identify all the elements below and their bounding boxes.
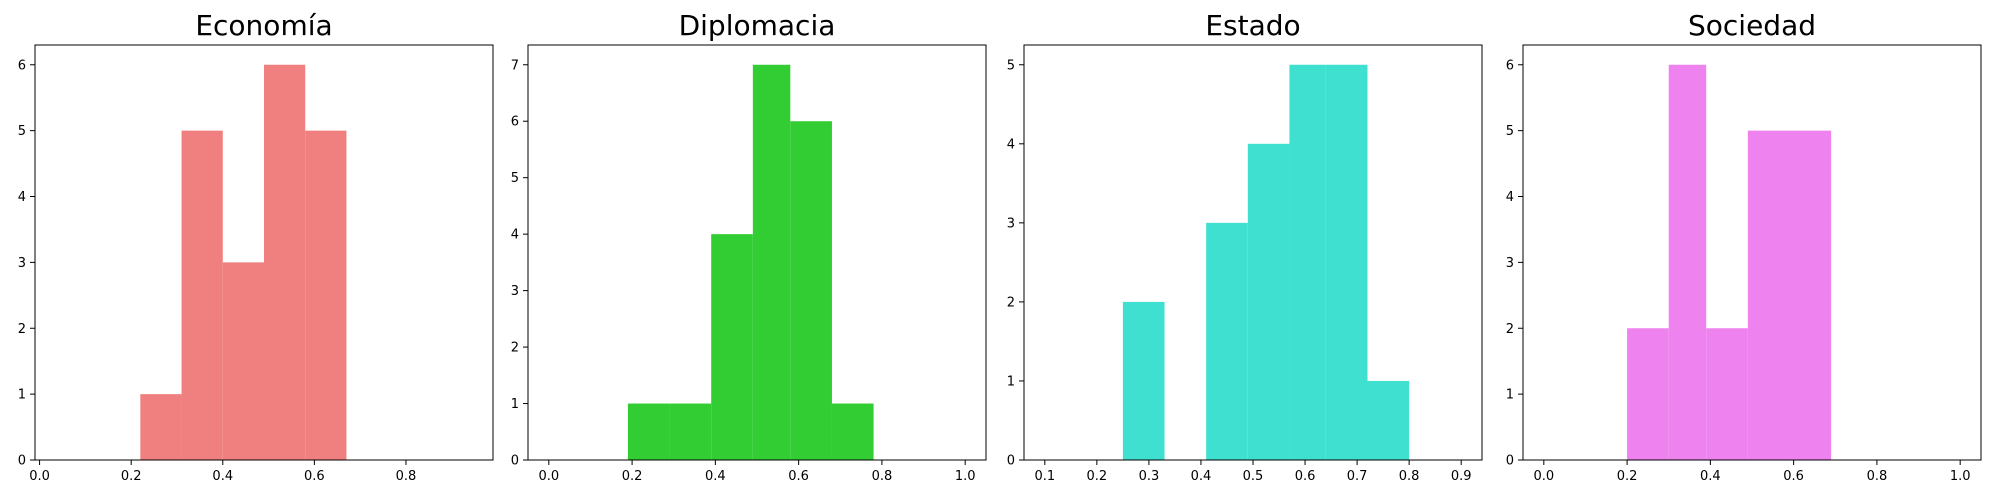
histogram-bar [1325, 64, 1368, 460]
histogram-bar [1122, 301, 1165, 460]
y-tick-label: 3 [18, 256, 26, 271]
y-tick-label: 0 [511, 454, 519, 469]
y-tick-label: 7 [511, 58, 519, 73]
x-tick-label: 1.0 [955, 469, 976, 484]
y-tick-label: 1 [511, 397, 519, 412]
x-tick-label: 0.0 [29, 469, 50, 484]
y-tick-label: 6 [1506, 58, 1514, 73]
x-tick-label: 0.4 [212, 469, 233, 484]
histogram-bar [790, 121, 832, 460]
x-tick-label: 0.4 [1700, 469, 1721, 484]
y-tick-label: 4 [1007, 137, 1015, 152]
x-tick-label: 0.6 [788, 469, 809, 484]
y-tick-label: 5 [18, 124, 26, 139]
x-tick-label: 0.2 [622, 469, 643, 484]
y-tick-label: 3 [1007, 216, 1015, 231]
x-tick-label: 0.4 [705, 469, 726, 484]
axes-frame [34, 44, 494, 461]
x-tick-label: 0.6 [1295, 469, 1316, 484]
histogram-bar [1706, 328, 1748, 460]
y-tick-label: 4 [511, 228, 519, 243]
y-tick-label: 4 [1506, 190, 1514, 205]
x-tick-label: 0.2 [1617, 469, 1638, 484]
x-tick-label: 1.0 [1950, 469, 1971, 484]
x-tick-label: 0.4 [1191, 469, 1212, 484]
histogram-bar [1747, 130, 1790, 460]
histogram-bar [1627, 328, 1669, 460]
y-tick-label: 1 [1007, 374, 1015, 389]
y-tick-label: 6 [18, 58, 26, 73]
x-tick-label: 0.6 [1783, 469, 1804, 484]
histogram-bar [1668, 64, 1707, 460]
x-tick-label: 0.6 [304, 469, 325, 484]
x-tick-label: 0.0 [538, 469, 559, 484]
panel-economia: Economía 0.0 0.2 0.4 0.6 0.8 0 1 2 3 4 5 6 [18, 9, 494, 484]
y-tick-label: 2 [511, 341, 519, 356]
axes-frame [1522, 44, 1982, 461]
y-tick-label: 5 [1007, 58, 1015, 73]
histogram-bar [1206, 222, 1248, 460]
histogram-bar [222, 262, 264, 460]
y-tick-label: 0 [1506, 454, 1514, 469]
histogram-bar [305, 130, 347, 460]
panel-title: Economía [195, 9, 332, 42]
y-tick-label: 1 [18, 388, 26, 403]
histogram-bar [627, 403, 670, 460]
x-tick-label: 0.1 [1034, 469, 1055, 484]
histogram-bar [1247, 143, 1290, 460]
histogram-bar [1789, 130, 1832, 460]
y-tick-label: 4 [18, 190, 26, 205]
y-tick-label: 3 [1506, 256, 1514, 271]
histogram-bar [752, 64, 791, 460]
panel-title: Diplomacia [679, 9, 836, 42]
x-tick-label: 0.3 [1139, 469, 1160, 484]
x-tick-label: 0.8 [396, 469, 417, 484]
panel-diplomacia: Diplomacia 0.0 0.2 0.4 0.6 0.8 1.0 0 1 2 3 4 5 6 7 [511, 9, 987, 484]
y-tick-label: 6 [511, 115, 519, 130]
histogram-bar [1289, 64, 1326, 460]
panel-title: Sociedad [1688, 9, 1816, 42]
x-tick-label: 0.8 [872, 469, 893, 484]
x-tick-label: 0.2 [121, 469, 142, 484]
y-tick-label: 5 [1506, 124, 1514, 139]
x-tick-label: 0.8 [1399, 469, 1420, 484]
x-tick-label: 0.7 [1347, 469, 1368, 484]
y-tick-label: 5 [511, 171, 519, 186]
histogram-bar [1367, 380, 1410, 460]
histogram-bar [831, 403, 874, 460]
y-tick-label: 0 [1007, 454, 1015, 469]
y-tick-label: 2 [1506, 322, 1514, 337]
x-tick-label: 0.2 [1087, 469, 1108, 484]
y-tick-label: 0 [18, 454, 26, 469]
x-tick-label: 0.9 [1451, 469, 1472, 484]
x-tick-label: 0.5 [1243, 469, 1264, 484]
y-tick-label: 2 [1007, 295, 1015, 310]
histogram-bar [140, 394, 182, 460]
histogram-bar [181, 130, 223, 460]
histogram-bar [711, 234, 753, 460]
panel-estado: Estado 0.1 0.2 0.3 0.4 0.5 0.6 0.7 0.8 0.9 0 1 2 3 4 5 [1007, 9, 1483, 484]
x-tick-label: 0.0 [1533, 469, 1554, 484]
y-tick-label: 3 [511, 284, 519, 299]
histogram-bar [669, 403, 712, 460]
y-tick-label: 2 [18, 322, 26, 337]
histogram-bar [264, 64, 306, 460]
panel-sociedad: Sociedad 0.0 0.2 0.4 0.6 0.8 1.0 0 1 2 3 4 5 6 [1506, 9, 1982, 484]
y-tick-label: 1 [1506, 388, 1514, 403]
panel-title: Estado [1205, 9, 1300, 42]
x-tick-label: 0.8 [1867, 469, 1888, 484]
axes-frame [527, 44, 987, 461]
